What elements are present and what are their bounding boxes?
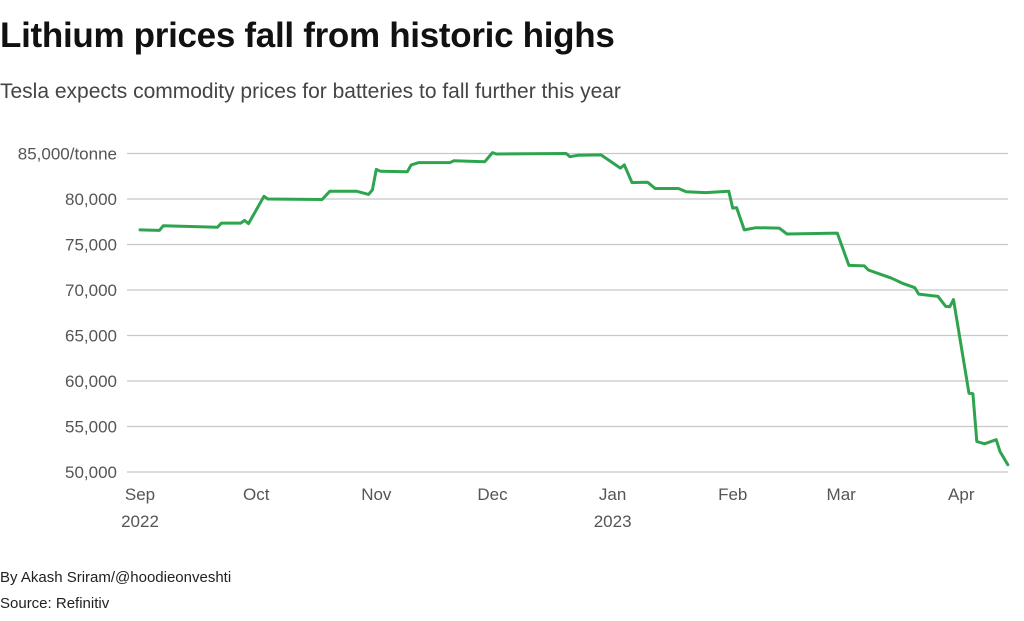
price-line <box>138 151 1010 467</box>
y-tick-label: 50,000 <box>65 463 117 482</box>
x-tick-label: Apr <box>948 485 975 504</box>
x-tick-label: Feb <box>718 485 747 504</box>
y-tick-label: 70,000 <box>65 281 117 300</box>
line-chart: 85,000/tonne 80,000 75,000 70,000 65,000 60,0… <box>18 145 1010 531</box>
y-tick-label: 55,000 <box>65 418 117 437</box>
x-tick-label: Jan <box>599 485 626 504</box>
x-tick-year-label: 2022 <box>121 512 159 531</box>
x-tick-label: Nov <box>361 485 392 504</box>
x-tick-year-label: 2023 <box>594 512 632 531</box>
gridlines <box>127 152 1008 473</box>
x-tick-label: Mar <box>827 485 857 504</box>
y-tick-label: 85,000/tonne <box>18 145 117 164</box>
chart-subtitle: Tesla expects commodity prices for batte… <box>0 80 621 103</box>
y-tick-label: 75,000 <box>65 236 117 255</box>
x-tick-label: Sep <box>125 485 155 504</box>
y-tick-label: 80,000 <box>65 190 117 209</box>
x-axis-ticks: Sep 2022 Oct Nov Dec Jan 2023 Feb Mar Apr <box>121 485 975 531</box>
y-tick-label: 65,000 <box>65 327 117 346</box>
y-tick-label: 60,000 <box>65 372 117 391</box>
source: Source: Refinitiv <box>0 595 110 612</box>
byline: By Akash Sriram/@hoodieonveshti <box>0 569 232 586</box>
chart-title: Lithium prices fall from historic highs <box>0 16 615 55</box>
y-axis-ticks: 85,000/tonne 80,000 75,000 70,000 65,000 60,0… <box>18 145 117 483</box>
x-tick-label: Oct <box>243 485 270 504</box>
x-tick-label: Dec <box>477 485 508 504</box>
